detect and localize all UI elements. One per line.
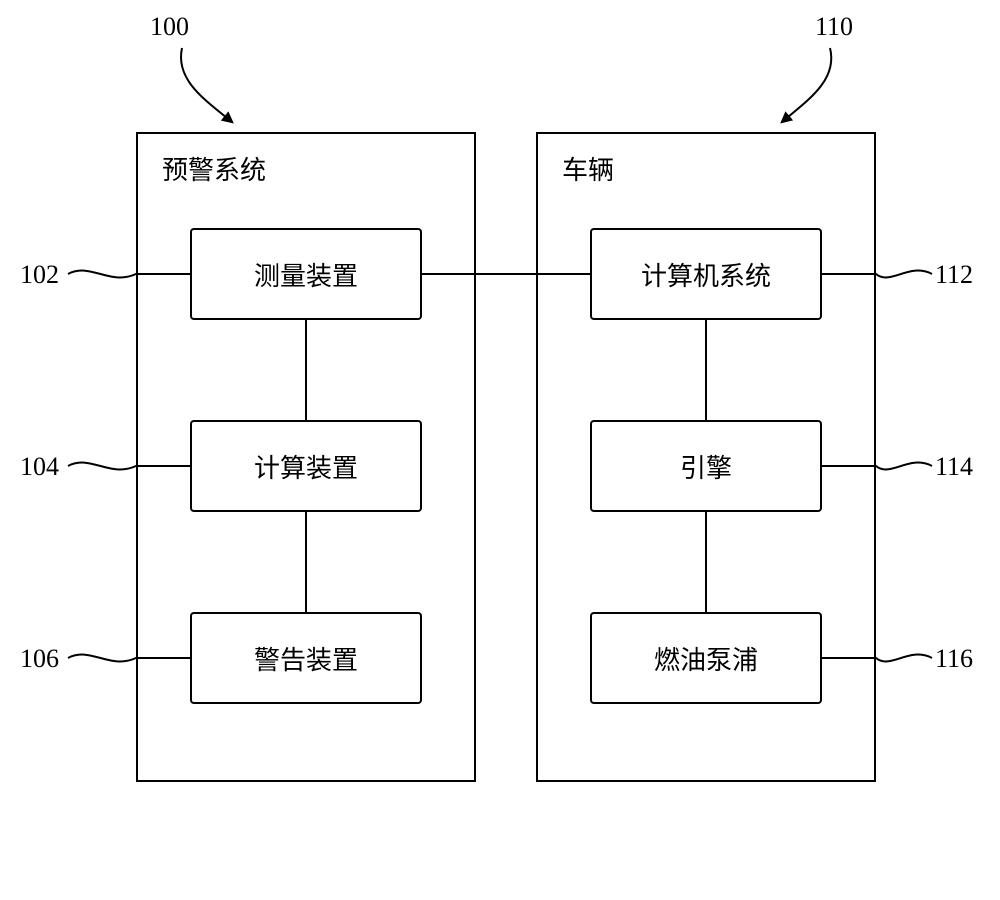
diagram-canvas: 100 110 预警系统 车辆 测量装置 计算装置 警告装: [0, 0, 1000, 849]
lead-116: [0, 0, 1000, 900]
